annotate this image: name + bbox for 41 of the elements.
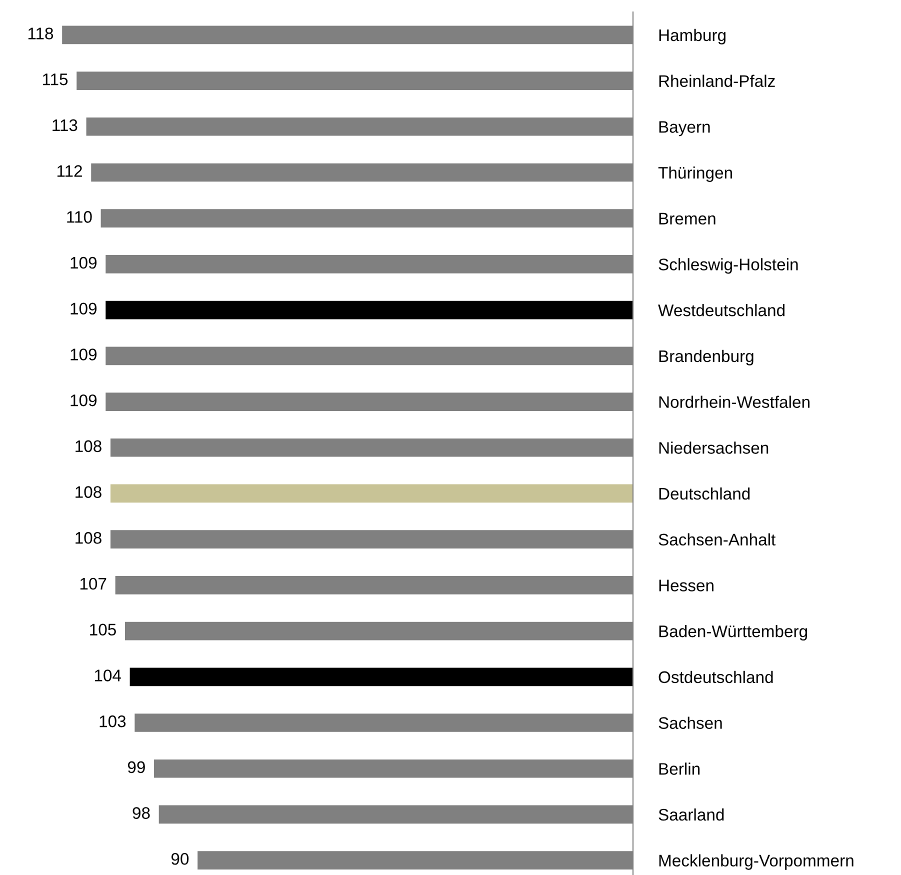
data-label: 113	[52, 119, 78, 132]
y-tick-label: Niedersachsen	[659, 442, 768, 454]
bar	[130, 668, 633, 686]
data-label: 107	[80, 578, 106, 590]
data-label: 108	[76, 486, 102, 498]
data-label: 109	[70, 302, 97, 315]
y-tick-label: Nordrhein-Westfalen	[659, 396, 810, 408]
y-tick-label: Sachsen	[658, 716, 722, 729]
y-tick-label: Bayern	[659, 121, 710, 136]
data-label: 103	[100, 715, 126, 728]
y-tick-label: Brandenburg	[659, 350, 754, 366]
y-tick-label: Berlin	[659, 762, 700, 775]
y-tick-label: Saarland	[658, 808, 724, 821]
y-tick-label: Deutschland	[659, 487, 750, 500]
y-tick-label: Bremen	[659, 212, 716, 225]
data-label: 99	[128, 761, 145, 774]
y-tick-label: Mecklenburg-Vorpommern	[659, 854, 854, 870]
data-label: 90	[171, 853, 189, 865]
y-tick-label: Schleswig-Holstein	[658, 258, 798, 274]
y-tick-label: Ostdeutschland	[658, 670, 773, 684]
data-label: 104	[94, 670, 122, 682]
y-tick-label: Westdeutschland	[658, 304, 784, 316]
data-label: 115	[42, 74, 68, 86]
data-label: 108	[76, 440, 102, 452]
y-tick-label: Hessen	[659, 580, 714, 592]
data-label: 110	[67, 211, 92, 223]
data-label: 112	[57, 165, 82, 177]
data-label: 118	[28, 28, 54, 40]
y-tick-label: Thüringen	[658, 166, 732, 182]
data-label: 109	[70, 348, 97, 360]
bar	[106, 300, 633, 320]
bar	[110, 484, 633, 503]
y-tick-label: Rheinland-Pfalz	[659, 74, 775, 87]
y-tick-label: Baden-Württemberg	[659, 625, 807, 641]
data-label: 98	[132, 807, 150, 819]
y-tick-label: Sachsen-Anhalt	[658, 533, 776, 546]
y-tick-label: Hamburg	[659, 28, 726, 44]
data-label: 108	[76, 532, 102, 544]
data-label: 105	[90, 624, 116, 636]
data-label: 109	[70, 256, 97, 269]
data-label: 109	[70, 394, 97, 406]
